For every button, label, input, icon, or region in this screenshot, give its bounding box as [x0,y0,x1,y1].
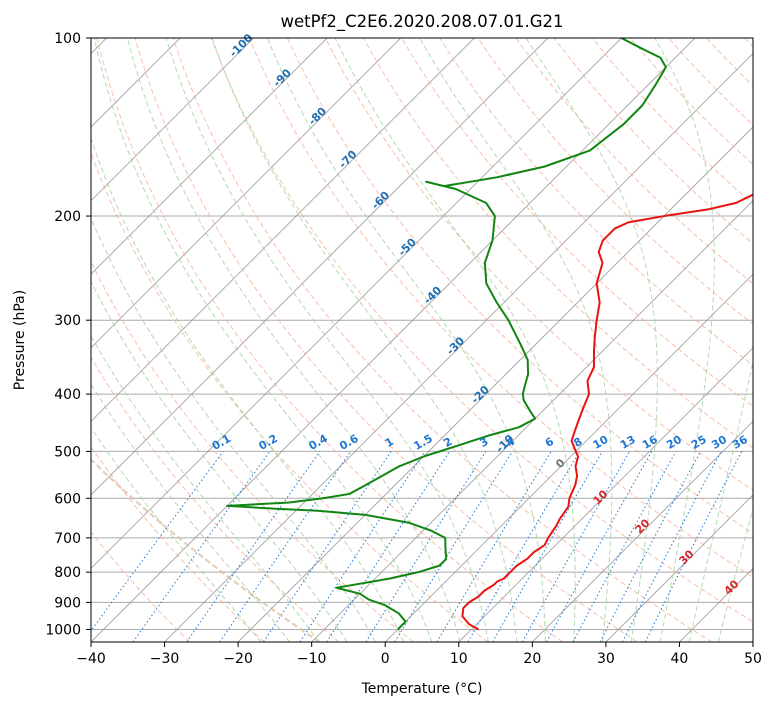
isotherm-line [752,641,753,642]
y-tick-label: 200 [54,209,81,225]
y-tick-label: 900 [54,595,81,611]
isotherm-line [384,273,753,642]
dry-adiabat [248,38,753,578]
y-tick-label: 600 [54,491,81,507]
plot-frame [90,37,754,643]
dry-adiabat [91,260,414,642]
x-axis-label: Temperature (°C) [361,681,483,697]
dry-adiabat [515,38,753,285]
mixing-ratio-line [644,451,743,642]
dry-adiabat [134,38,638,642]
y-tick-label: 400 [54,387,81,403]
x-tick-label: 10 [450,651,468,667]
mixing-ratio-line [263,451,392,642]
moist-adiabat [126,38,461,642]
mixing-ratio-line [219,451,352,642]
isotherm-line [91,38,255,202]
dry-adiabat [591,38,753,205]
moist-adiabat [419,38,613,642]
isotherm-line [91,38,328,275]
x-tick-label: −40 [76,651,106,667]
dry-adiabat [325,38,753,491]
moist-adiabat [688,359,753,642]
x-tick-label: 50 [744,651,762,667]
mixing-ratio-line [132,451,271,642]
dewpoint-profile [226,38,667,631]
moist-adiabat [91,136,405,642]
isotherm-line [237,126,753,642]
dry-adiabat [439,38,753,366]
isotherm-line [91,38,696,642]
dry-adiabat [363,38,753,449]
moist-adiabat [266,38,546,642]
isotherm-line [605,494,753,642]
dry-adiabat [401,38,753,407]
chart-grid [91,38,753,642]
dry-adiabat [91,356,340,642]
moist-adiabat [91,334,319,642]
isotherm-line [91,38,402,349]
moist-adiabat [334,38,576,642]
chart-title: wetPf2_C2E6.2020.208.07.01.G21 [280,12,563,32]
y-axis-label: Pressure (hPa) [12,290,28,390]
moist-adiabat [91,216,376,642]
isotherm-line [531,420,753,642]
y-tick-label: 300 [54,313,81,329]
moist-adiabat [91,426,262,642]
dry-adiabat [172,38,713,642]
x-tick-label: −20 [223,651,253,667]
mixing-ratio-line [572,451,677,642]
mixing-ratio-line [546,451,653,642]
sounding-series [226,38,753,631]
dry-adiabat [286,38,753,535]
y-tick-label: 500 [54,444,81,460]
dry-adiabat [477,38,753,325]
dry-adiabat [96,38,563,642]
x-tick-label: 0 [381,651,390,667]
y-tick-label: 800 [54,565,81,581]
mixing-ratio-line [521,451,631,642]
x-tick-label: 20 [523,651,541,667]
axes: −40 −30 −20 −10 0 10 20 30 40 50 100 200 300 400 500 60… [45,31,762,667]
plot-background [91,38,753,642]
dry-adiabat [91,531,191,642]
moist-adiabat [654,38,715,642]
moist-adiabat [717,507,753,642]
dry-adiabat [91,151,489,642]
y-tick-label: 1000 [45,622,81,638]
moist-adiabat [525,38,658,642]
y-tick-label: 700 [54,531,81,547]
dry-adiabat [210,38,753,623]
x-tick-label: 40 [671,651,689,667]
mixing-ratio-line [186,451,321,642]
moist-adiabat [211,38,518,642]
isotherm-line [458,347,753,642]
mixing-ratio-line [394,451,513,642]
moist-adiabat [165,38,489,642]
moist-adiabat [93,38,433,642]
temperature-profile [461,193,753,631]
isotherm-line [91,38,549,496]
x-tick-label: 30 [597,651,615,667]
mixing-ratio-line [299,451,426,642]
isotherm-line [91,38,475,423]
x-tick-label: −10 [297,651,327,667]
y-tick-label: 100 [54,31,81,47]
isotherm-line [164,52,753,642]
mixing-ratio-line [91,451,224,632]
x-tick-label: −30 [150,651,180,667]
mixing-ratio-line [326,451,451,642]
isotherm-line [91,38,622,570]
